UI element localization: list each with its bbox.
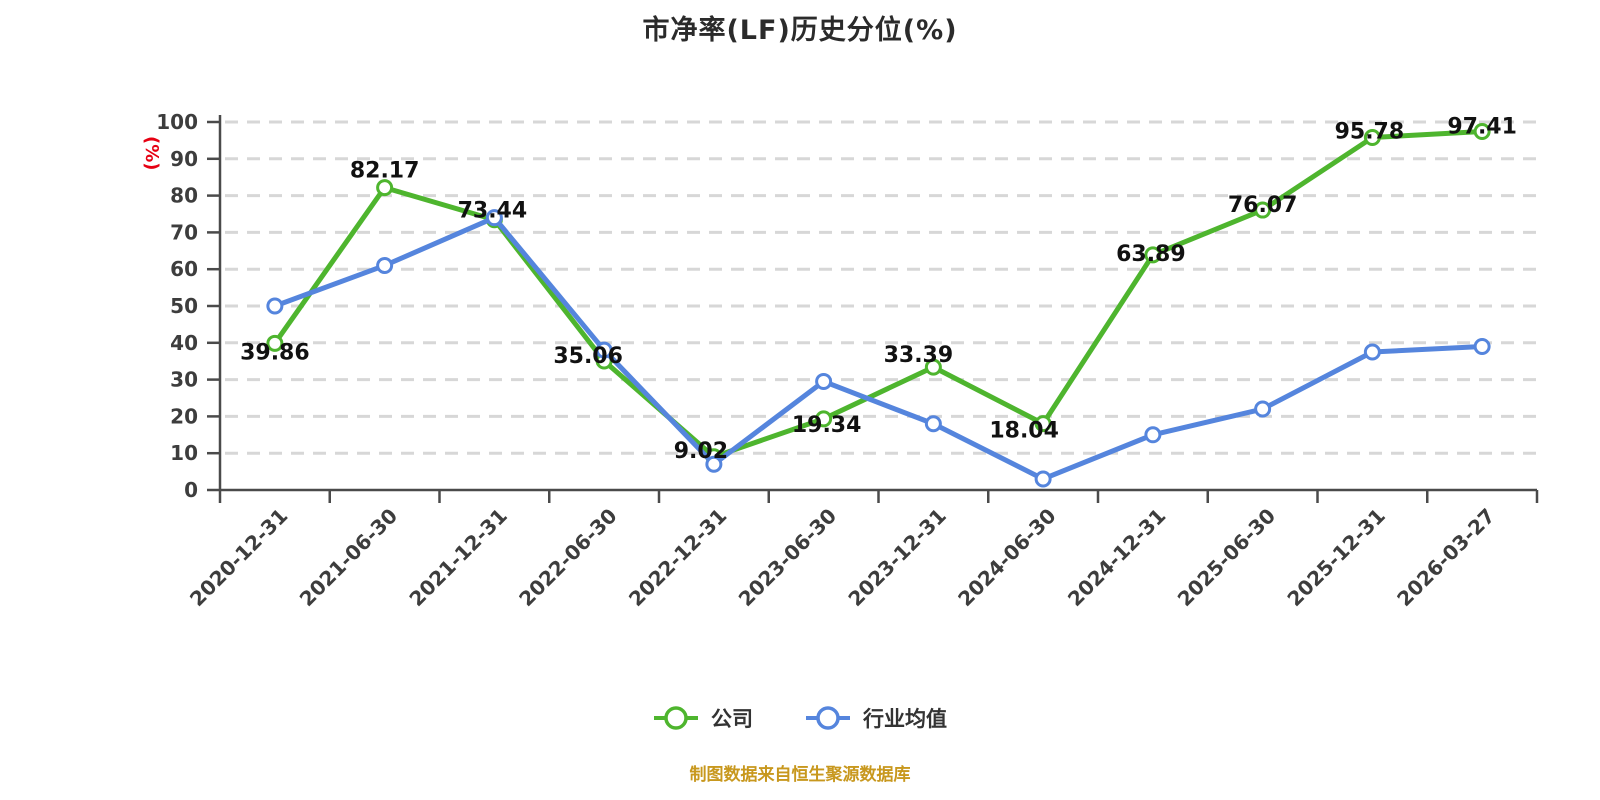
industry-average-point [485,209,503,227]
company-point [1254,201,1272,219]
industry-average-line [272,215,1485,482]
industry-average-point [705,455,723,473]
data-source-note: 制图数据来自恒生聚源数据库 [689,765,911,785]
company-point [1363,129,1381,147]
data-label: 33.39 [884,343,954,368]
company-point [1034,415,1052,433]
data-label: 73.44 [458,199,528,224]
legend-label-company: 公司 [711,707,753,731]
company-point [924,358,942,376]
x-tick-label: 2020-12-31 [185,504,292,611]
industry-average-point [924,415,942,433]
x-tick-label: 2024-06-30 [953,504,1060,611]
data-label: 97.41 [1447,115,1517,140]
x-tick-label: 2023-06-30 [734,504,841,611]
industry-average-point [1473,337,1491,355]
x-tick-label: 2024-12-31 [1063,504,1170,611]
industry-average-point [1144,426,1162,444]
company-line-marker-icon [654,706,698,730]
data-label: 35.06 [553,344,623,369]
data-label: 39.86 [240,340,310,365]
y-tick-label: 40 [170,331,198,355]
y-tick-label: 100 [156,110,198,134]
industry-average-point [815,372,833,390]
x-tick-label: 2026-03-27 [1392,504,1499,611]
company-point [1473,123,1491,141]
y-tick-label: 70 [170,220,198,244]
x-tick-label: 2021-06-30 [295,504,402,611]
data-label: 19.34 [792,413,862,438]
y-tick-label: 10 [170,441,198,465]
data-label: 82.17 [350,159,420,184]
data-label: 63.89 [1116,242,1186,267]
company-point [1144,246,1162,264]
industry-average-point [1034,470,1052,488]
company-point [815,410,833,428]
y-tick-label: 60 [170,257,198,281]
y-tick-label: 20 [170,404,198,428]
industry-average-point [266,297,284,315]
industry-average-point [1363,343,1381,361]
chart-legend: 公司 行业均值 [0,703,1600,733]
x-tick-label: 2022-06-30 [514,504,621,611]
x-tick-label: 2022-12-31 [624,504,731,611]
x-tick-label: 2025-12-31 [1282,504,1389,611]
y-tick-label: 0 [184,478,198,502]
company-point [376,179,394,197]
data-label: 95.78 [1335,120,1405,145]
data-label: 76.07 [1228,193,1298,218]
y-tick-label: 80 [170,184,198,208]
data-label: 18.04 [989,419,1059,444]
industry-average-point [376,257,394,275]
y-axis-unit-label: (%) [141,136,162,171]
x-tick-label: 2023-12-31 [843,504,950,611]
company-point [266,334,284,352]
legend-item-industry-average: 行业均值 [805,703,947,733]
y-tick-label: 50 [170,294,198,318]
industry-average-point [1254,400,1272,418]
chart-title: 市净率(LF)历史分位(%) [642,15,958,46]
legend-label-industry-average: 行业均值 [863,707,947,731]
industry-average-point [595,341,613,359]
y-tick-label: 30 [170,368,198,392]
company-line [272,129,1485,460]
x-tick-label: 2021-12-31 [404,504,511,611]
legend-item-company: 公司 [653,703,753,733]
y-tick-label: 90 [170,147,198,171]
industry-line-marker-icon [806,706,850,730]
data-label: 9.02 [674,439,728,464]
x-tick-label: 2025-06-30 [1173,504,1280,611]
